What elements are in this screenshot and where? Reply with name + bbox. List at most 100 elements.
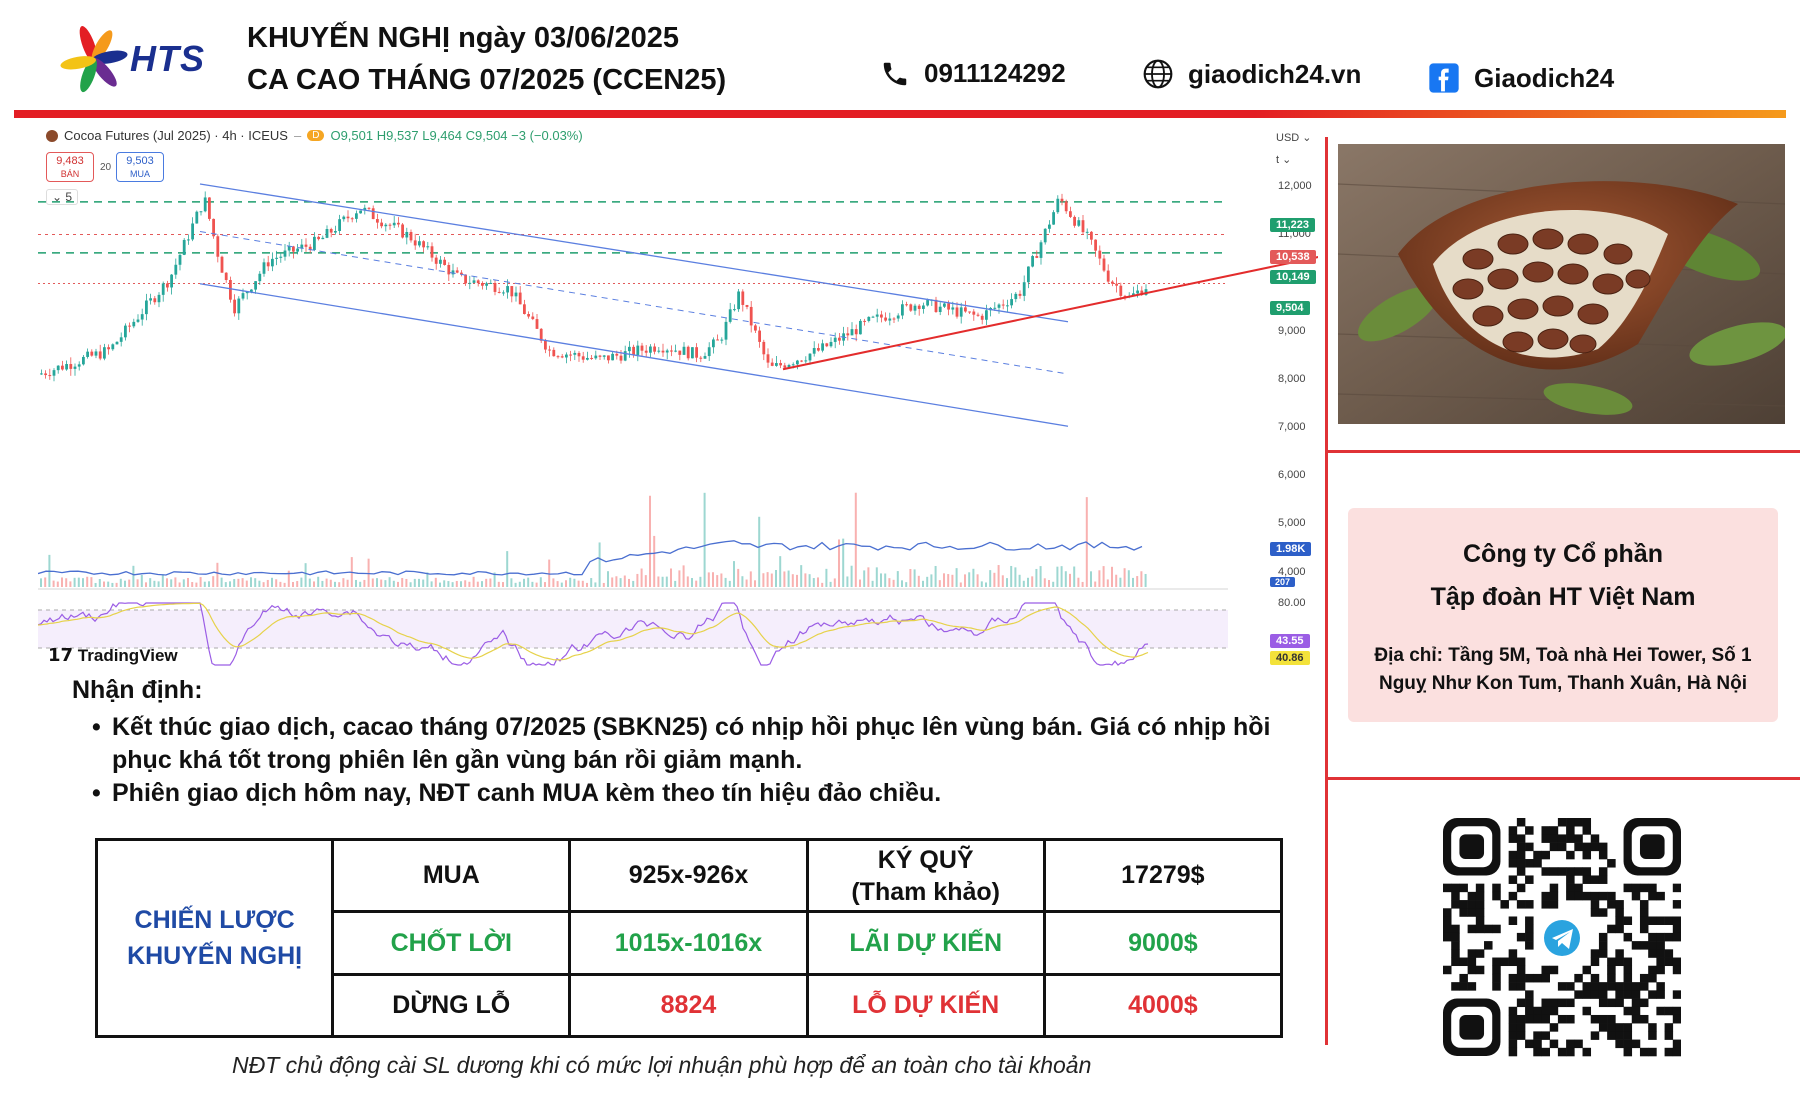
volume-bar <box>783 571 786 587</box>
qr-module <box>1533 1047 1542 1057</box>
volume-bar <box>502 582 504 587</box>
volume-bar <box>716 575 719 587</box>
candle-body <box>434 257 438 264</box>
candle-body <box>779 363 782 366</box>
candle-body <box>1132 293 1135 296</box>
volume-bar <box>300 577 303 587</box>
volume-bar <box>149 578 152 587</box>
telegram-qr-code[interactable] <box>1443 818 1681 1058</box>
candle-body <box>229 280 232 300</box>
volume-bar <box>854 492 857 587</box>
qr-module <box>1648 949 1657 958</box>
candle-body <box>896 315 900 319</box>
header: HTS KHUYẾN NGHỊ ngày 03/06/2025 CA CAO T… <box>0 0 1800 120</box>
volume-bar <box>430 581 433 587</box>
candle-body <box>712 339 715 348</box>
candle-body <box>670 350 673 352</box>
candle-body <box>237 298 241 314</box>
candle-body <box>884 317 887 321</box>
buy-value-cell: 925x-926x <box>568 837 809 914</box>
qr-module <box>1549 867 1559 876</box>
qr-module <box>1607 1031 1616 1040</box>
candle-body <box>1102 258 1106 271</box>
candle-body <box>380 222 383 227</box>
volume-bar <box>850 565 853 587</box>
volume-tag-small: 207 <box>1270 577 1296 587</box>
candle-body <box>371 208 375 220</box>
chart-header: Cocoa Futures (Jul 2025) · 4h · ICEUS – … <box>46 128 583 143</box>
sell-button[interactable]: 9,483 BÁN <box>46 152 94 182</box>
chart-symbol[interactable]: Cocoa Futures (Jul 2025) · 4h · ICEUS <box>64 128 288 143</box>
candle-body <box>791 364 795 366</box>
tradingview-icon: 𝟭𝟳 <box>48 645 74 665</box>
volume-bar <box>1069 573 1071 587</box>
contact-website[interactable]: giaodich24.vn <box>1142 58 1361 90</box>
qr-module <box>1541 867 1550 876</box>
qr-module <box>1639 924 1649 934</box>
candle-body <box>1001 304 1005 306</box>
take-profit-label-cell: CHỐT LỜI <box>331 910 572 976</box>
facebook-page[interactable]: Giaodich24 <box>1474 62 1615 93</box>
contact-facebook[interactable]: Giaodich24 <box>1428 62 1614 94</box>
candle-body <box>1014 293 1018 300</box>
qr-module <box>1582 1006 1592 1016</box>
volume-bar <box>972 568 975 587</box>
qr-module <box>1549 834 1559 843</box>
candle-body <box>178 254 182 265</box>
header-divider <box>14 110 1786 118</box>
volume-bar <box>1031 576 1034 587</box>
currency-select[interactable]: USD ⌄ <box>1276 132 1312 144</box>
chart-canvas <box>38 183 1318 666</box>
volume-bar <box>779 556 782 587</box>
candle-body <box>699 357 703 359</box>
volume-bar <box>833 578 836 587</box>
qr-module <box>1607 973 1616 983</box>
website-link[interactable]: giaodich24.vn <box>1188 58 1362 89</box>
candle-body <box>531 316 535 320</box>
candle-body <box>128 325 131 327</box>
qr-module <box>1631 982 1641 991</box>
candle-body <box>1111 281 1114 284</box>
candle-body <box>52 370 56 376</box>
globe-icon <box>1143 59 1173 89</box>
volume-bar <box>926 576 929 587</box>
candle-body <box>1056 198 1060 213</box>
qr-module <box>1648 916 1657 925</box>
contact-phone[interactable]: 0911124292 <box>880 58 1066 89</box>
indicator-toggle[interactable]: ⌄ 5 <box>46 189 79 205</box>
sell-label: BÁN <box>60 169 80 179</box>
volume-bar <box>388 577 391 587</box>
qr-module <box>1516 965 1526 975</box>
volume-bar <box>590 578 593 587</box>
candle-body <box>548 349 551 351</box>
candle-body <box>69 364 73 369</box>
qr-module <box>1664 949 1674 958</box>
qr-module <box>1549 1006 1559 1016</box>
volume-bar <box>1027 577 1029 587</box>
volume-bar <box>178 582 181 587</box>
candle-body <box>161 283 165 295</box>
candle-body <box>863 320 866 322</box>
qr-module <box>1443 883 1452 893</box>
candle-body <box>98 351 102 359</box>
qr-module <box>1664 1006 1674 1016</box>
volume-bar <box>699 576 702 587</box>
analysis-heading: Nhận định: <box>72 676 203 704</box>
scale-select[interactable]: t ⌄ <box>1276 154 1292 166</box>
qr-module <box>1566 1014 1575 1024</box>
qr-module <box>1598 998 1608 1008</box>
qr-module <box>1639 900 1649 909</box>
volume-bar <box>384 580 387 587</box>
candle-body <box>136 319 140 322</box>
buy-label-cell: MUA <box>331 837 572 914</box>
candle-body <box>350 218 354 220</box>
buy-button[interactable]: 9,503 MUA <box>116 152 164 182</box>
candle-body <box>976 314 980 316</box>
qr-module <box>1664 1031 1674 1040</box>
candle-body <box>674 350 677 352</box>
candle-body <box>829 341 833 347</box>
volume-bar <box>712 572 714 587</box>
qr-module <box>1648 973 1657 983</box>
candle-body <box>493 282 497 292</box>
candle-body <box>266 262 270 267</box>
